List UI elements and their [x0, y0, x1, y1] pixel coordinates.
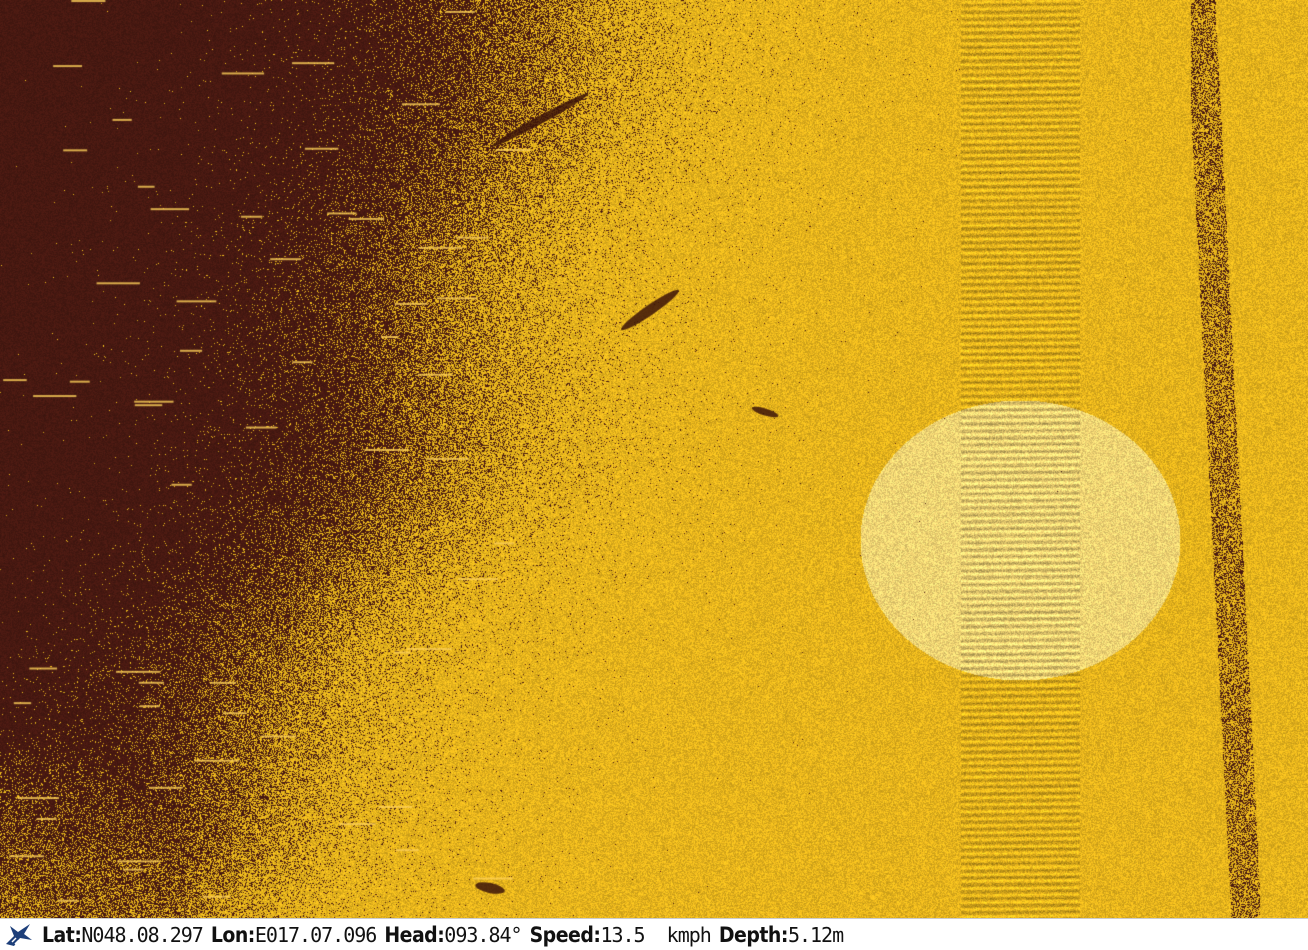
- lat-label: Lat:: [42, 923, 81, 947]
- status-bar: Lat: N048.08.297 Lon: E017.07.096 Head: …: [0, 918, 1308, 950]
- shark-icon: [4, 922, 34, 948]
- sonar-image: [0, 0, 1308, 918]
- lon-label: Lon:: [211, 923, 255, 947]
- heading-label: Head:: [384, 923, 444, 947]
- depth-value: 5.12m: [788, 923, 843, 947]
- speed-value: 13.5 kmph: [600, 923, 710, 947]
- speed-label: Speed:: [530, 923, 601, 947]
- lon-value: E017.07.096: [255, 923, 376, 947]
- depth-label: Depth:: [719, 923, 788, 947]
- heading-value: 093.84°: [444, 923, 521, 947]
- lat-value: N048.08.297: [81, 923, 202, 947]
